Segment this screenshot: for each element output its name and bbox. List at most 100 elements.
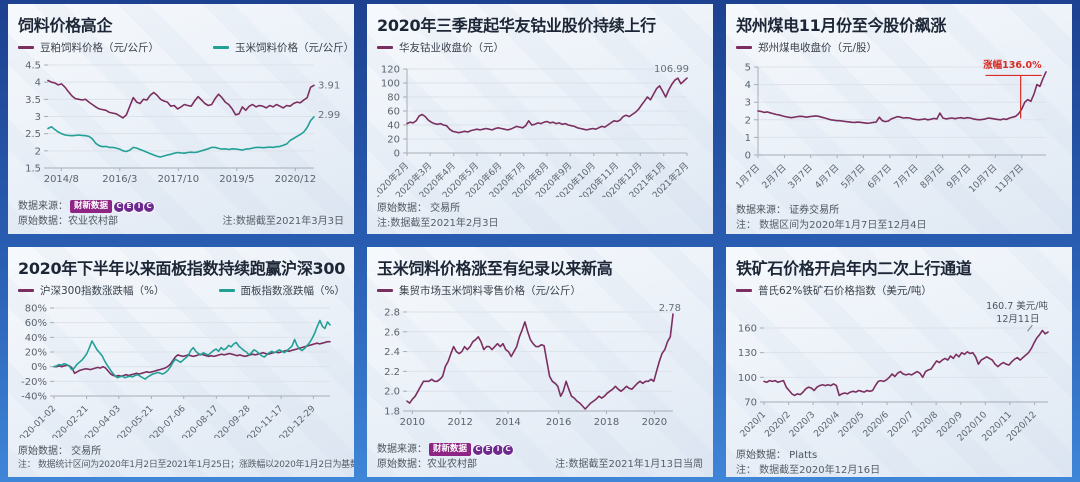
svg-text:40%: 40% [25, 333, 47, 344]
legend-swatch [736, 289, 752, 292]
svg-text:2: 2 [35, 146, 41, 157]
svg-text:12月11日: 12月11日 [996, 314, 1039, 325]
svg-text:-20%: -20% [21, 377, 47, 388]
svg-text:130: 130 [738, 348, 757, 359]
legend-label: 集贸市场玉米饲料零售价格（元/公斤） [399, 285, 582, 297]
svg-text:1.5: 1.5 [25, 164, 41, 175]
svg-text:10月7日: 10月7日 [967, 162, 1000, 195]
note-text: 注:数据截至2021年2月3日 [377, 218, 499, 229]
raw-data-label: 原始数据： 交易所 [377, 203, 461, 214]
svg-text:涨幅136.0%: 涨幅136.0% [983, 59, 1042, 71]
legend-label: 沪深300指数涨跌幅（%） [40, 285, 165, 297]
legend-label: 普氏62%铁矿石价格指数（美元/吨） [758, 285, 932, 297]
page-title: 饲料价格高企 [18, 16, 113, 35]
svg-text:160.7 美元/吨: 160.7 美元/吨 [986, 300, 1048, 312]
svg-text:2.78: 2.78 [659, 303, 681, 314]
note-text: 注： 数据统计区间为2020年1月2日至2021年1月25日；涨跌幅以2020年… [18, 459, 354, 470]
svg-text:40: 40 [387, 121, 400, 132]
svg-text:-40%: -40% [21, 392, 47, 403]
svg-text:0: 0 [394, 149, 400, 160]
legend-swatch [736, 46, 752, 49]
note-text: 注:数据截至2021年1月13日当周 [555, 459, 703, 470]
svg-text:2: 2 [745, 115, 751, 126]
svg-text:2020/8: 2020/8 [911, 410, 941, 440]
svg-text:2020/5: 2020/5 [837, 410, 866, 439]
ceic-letter: C [113, 200, 126, 213]
svg-text:3.5: 3.5 [25, 95, 41, 106]
svg-text:2016/3: 2016/3 [102, 174, 137, 185]
raw-data-label: 原始数据： Platts [736, 450, 818, 461]
card-footer: 原始数据： 交易所 注： 数据统计区间为2020年1月2日至2021年1月25日… [18, 444, 354, 473]
svg-text:2014: 2014 [495, 417, 520, 428]
svg-text:60: 60 [387, 107, 400, 118]
caixin-logo: 财新数据 [429, 442, 472, 457]
legend-label: 华友钴业收盘价（元） [399, 42, 504, 54]
chart-card-feed-prices: 饲料价格高企 豆粕饲料价格（元/公斤） 玉米饲料价格（元/公斤） 1.5 2 2.5… [8, 4, 354, 234]
legend-label: 郑州煤电收盘价（元/股） [758, 42, 878, 54]
chart-card-panel-index: 2020年下半年以来面板指数持续跑赢沪深300 沪深300指数涨跌幅（%） 面板… [8, 247, 354, 477]
caixin-logo: 财新数据 [70, 199, 113, 214]
ceic-logo: C E I C [113, 200, 156, 213]
legend-swatch [377, 289, 393, 292]
ceic-logo: C E I C [472, 443, 515, 456]
svg-text:2.2: 2.2 [384, 367, 400, 378]
note-text: 注： 数据截至2020年12月16日 [736, 465, 881, 476]
legend-item: 沪深300指数涨跌幅（%） [18, 283, 165, 298]
svg-text:2020: 2020 [642, 417, 667, 428]
legend-swatch [377, 46, 393, 49]
svg-text:100: 100 [381, 79, 400, 90]
source-label: 数据来源： [18, 201, 68, 212]
legend-swatch [213, 46, 230, 49]
svg-text:2.0: 2.0 [384, 387, 400, 398]
source-label: 数据来源： [377, 444, 427, 455]
page-title: 铁矿石价格开启年内二次上行通道 [736, 259, 972, 278]
svg-text:160: 160 [738, 324, 757, 335]
svg-text:3.91: 3.91 [318, 80, 340, 91]
legend-label: 豆粕饲料价格（元/公斤） [40, 42, 160, 54]
card-footer: 原始数据： Platts 注： 数据截至2020年12月16日 [736, 448, 1062, 477]
card-footer: 数据来源： 财新数据 C E I C 原始数据：农业农村部 注:数据截至2021… [18, 199, 344, 229]
page-title: 2020年下半年以来面板指数持续跑赢沪深300 [18, 259, 346, 278]
svg-text:3: 3 [745, 98, 751, 109]
svg-text:80%: 80% [25, 304, 47, 315]
page-title: 郑州煤电11月份至今股价飙涨 [736, 16, 947, 35]
svg-text:106.99: 106.99 [654, 64, 689, 75]
svg-text:2020/1: 2020/1 [739, 410, 768, 439]
svg-text:2020/6: 2020/6 [862, 410, 892, 440]
note-text: 注:数据截至2021年3月3日 [222, 216, 344, 227]
line-chart-canvas: 1.5 2 2.5 3 3.5 4 4.5 2014/8 2016/3 2017/10 2019/5… [18, 57, 344, 189]
svg-text:4: 4 [745, 80, 751, 91]
svg-text:20%: 20% [25, 348, 47, 359]
chart-card-iron-ore: 铁矿石价格开启年内二次上行通道 普氏62%铁矿石价格指数（美元/吨） 70 100… [726, 247, 1072, 477]
svg-text:0: 0 [745, 151, 751, 162]
svg-text:1.8: 1.8 [384, 407, 400, 418]
svg-text:70: 70 [744, 398, 757, 409]
svg-text:2014/8: 2014/8 [44, 174, 79, 185]
svg-text:4月7日: 4月7日 [813, 162, 842, 191]
svg-text:2018: 2018 [594, 417, 619, 428]
svg-text:120: 120 [381, 65, 400, 76]
svg-text:1: 1 [745, 133, 751, 144]
svg-text:2012: 2012 [447, 417, 472, 428]
legend-item: 郑州煤电收盘价（元/股） [736, 40, 877, 55]
svg-text:2016: 2016 [546, 417, 571, 428]
svg-text:2.8: 2.8 [384, 308, 400, 319]
svg-text:2019/5: 2019/5 [219, 174, 254, 185]
svg-text:2.6: 2.6 [384, 327, 400, 338]
svg-text:5月7日: 5月7日 [839, 162, 868, 191]
legend: 集贸市场玉米饲料零售价格（元/公斤） [377, 283, 703, 298]
page-title: 2020年三季度起华友钴业股价持续上行 [377, 16, 656, 35]
line-chart-canvas: 1.8 2.0 2.2 2.4 2.6 2.8 2010 2012 2014 2016 2018 20… [377, 300, 703, 432]
raw-data-label: 原始数据： 交易所 [18, 445, 102, 457]
svg-text:2.4: 2.4 [384, 347, 400, 358]
ceic-letter: C [143, 200, 156, 213]
line-chart-canvas: -40% -20% 0% 20% 40% 60% 80% 2020-01-02 2020-02-… [14, 300, 344, 448]
svg-text:2月7日: 2月7日 [760, 162, 789, 191]
ceic-letter: C [502, 443, 515, 456]
legend-item: 面板指数涨跌幅（%） [218, 283, 346, 298]
svg-text:5: 5 [745, 63, 751, 74]
note-text: 注： 数据区间为2020年1月7日至12月4日 [736, 220, 927, 231]
legend-label: 面板指数涨跌幅（%） [240, 285, 346, 297]
svg-text:80: 80 [387, 93, 400, 104]
svg-text:3: 3 [35, 112, 41, 123]
